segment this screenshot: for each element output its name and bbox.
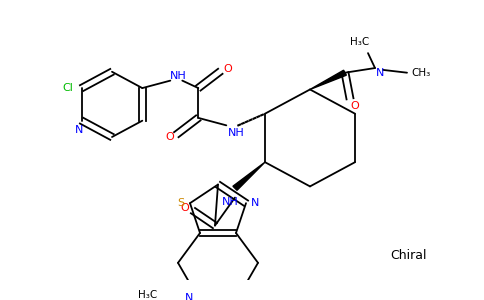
Text: Chiral: Chiral — [391, 249, 427, 262]
Text: O: O — [165, 133, 174, 142]
Text: O: O — [223, 64, 232, 74]
Text: N: N — [376, 68, 384, 78]
Text: NH: NH — [222, 197, 238, 207]
Polygon shape — [310, 70, 347, 89]
Text: CH₃: CH₃ — [411, 68, 431, 78]
Text: H₃C: H₃C — [350, 37, 370, 47]
Text: NH: NH — [170, 71, 187, 81]
Polygon shape — [233, 162, 265, 190]
Text: S: S — [178, 198, 184, 208]
Text: N: N — [185, 293, 193, 300]
Text: NH: NH — [228, 128, 245, 138]
Text: Cl: Cl — [62, 83, 73, 93]
Text: N: N — [75, 125, 83, 135]
Text: O: O — [181, 203, 189, 213]
Text: N: N — [251, 198, 259, 208]
Text: H₃C: H₃C — [138, 290, 158, 299]
Text: O: O — [350, 101, 360, 111]
